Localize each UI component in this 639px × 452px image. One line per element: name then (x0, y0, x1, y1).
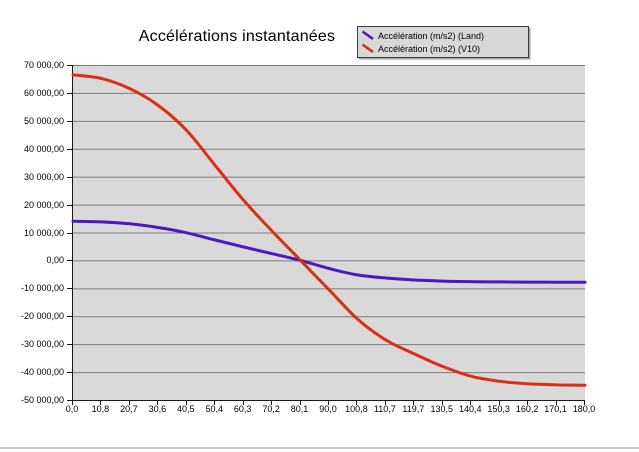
x-axis-tick (72, 401, 73, 405)
x-axis-tick (527, 401, 529, 405)
y-axis-tick (67, 372, 72, 374)
x-axis-label: 70,2 (262, 404, 280, 414)
y-axis-label: 70 000,00 (23, 60, 64, 70)
series-line-1[interactable] (71, 73, 587, 387)
x-axis-tick (356, 401, 358, 405)
x-axis-label: 60,3 (233, 404, 252, 414)
y-axis-tick (67, 232, 72, 234)
x-axis-tick (470, 401, 472, 405)
x-axis-label: 50,4 (205, 404, 223, 414)
x-axis-tick (128, 401, 130, 405)
x-axis-tick (384, 401, 386, 405)
x-axis-label: 180,0 (572, 404, 596, 414)
y-axis-label: 40 000,00 (23, 143, 64, 154)
y-axis-label: -40 000,00 (20, 367, 64, 378)
y-axis-label: 20 000,00 (23, 199, 64, 210)
y-axis-tick (67, 92, 72, 94)
y-axis-tick (67, 344, 72, 346)
x-axis-tick (157, 401, 159, 405)
legend-item-v10[interactable]: Accélération (m/s2) (V10) (361, 42, 524, 55)
x-axis-label: 100,8 (345, 404, 368, 414)
x-axis-tick (100, 401, 102, 405)
y-axis-tick (67, 400, 72, 401)
y-axis-label: -50 000,00 (20, 395, 64, 405)
y-axis-label: 30 000,00 (23, 171, 64, 182)
bottom-divider (0, 447, 639, 449)
legend-item-land[interactable]: Accélération (m/s2) (Land) (361, 29, 524, 42)
x-axis-tick (328, 401, 329, 405)
x-axis-label: 10,8 (91, 404, 110, 414)
x-axis-label: 0,0 (65, 404, 79, 414)
legend-label-land: Accélération (m/s2) (Land) (378, 30, 485, 41)
x-axis-label: 150,3 (487, 404, 510, 414)
y-axis-tick (67, 204, 72, 206)
x-axis-label: 40,5 (177, 404, 195, 414)
x-axis-label: 20,7 (120, 404, 138, 414)
y-axis-tick (67, 260, 72, 262)
y-axis-tick (67, 288, 72, 290)
x-axis-label: 30,6 (148, 404, 167, 414)
x-axis-tick (584, 401, 585, 405)
x-axis-tick (299, 401, 301, 405)
y-axis-label: 50 000,00 (23, 115, 64, 126)
y-axis-tick (67, 316, 72, 318)
y-axis-tick (67, 120, 72, 122)
x-axis-label: 140,4 (458, 404, 482, 414)
y-axis-tick (67, 148, 72, 150)
y-axis-label: 10 000,00 (23, 227, 64, 238)
legend-marker-stroke (361, 43, 374, 54)
legend-line-marker-land-icon (361, 30, 374, 41)
y-axis-label: 60 000,00 (23, 87, 64, 98)
plot-canvas (71, 65, 587, 387)
x-axis-tick (242, 401, 244, 405)
x-axis-label: 160,2 (515, 404, 539, 414)
y-axis-tick (67, 176, 72, 178)
x-axis-label: 170,1 (544, 404, 567, 414)
plot-area (71, 65, 587, 401)
y-axis-label: -20 000,00 (20, 311, 64, 322)
legend[interactable]: Accélération (m/s2) (Land) Accélération … (357, 26, 529, 58)
x-axis-tick (555, 401, 557, 405)
x-axis-tick (271, 401, 273, 405)
y-axis-label: -10 000,00 (20, 283, 64, 294)
x-axis-label: 130,5 (430, 404, 454, 414)
chart-title: Accélérations instantanées (138, 28, 336, 45)
x-axis-label: 119,7 (402, 404, 425, 414)
legend-label-v10: Accélération (m/s2) (V10) (378, 43, 481, 54)
y-axis-tick (67, 65, 72, 66)
legend-marker-stroke (361, 30, 374, 41)
x-axis-tick (214, 401, 216, 405)
y-axis-label: -30 000,00 (20, 339, 64, 350)
series-line-0[interactable] (71, 219, 587, 284)
y-axis-label: 0,00 (46, 255, 64, 266)
x-axis-tick (441, 401, 443, 405)
x-axis-tick (413, 401, 415, 405)
x-axis-tick (498, 401, 500, 405)
legend-line-marker-v10-icon (361, 43, 374, 54)
x-axis-tick (185, 401, 187, 405)
x-axis-label: 90,0 (319, 404, 337, 414)
x-axis-label: 110,7 (373, 404, 396, 414)
x-axis-label: 80,1 (290, 404, 309, 414)
